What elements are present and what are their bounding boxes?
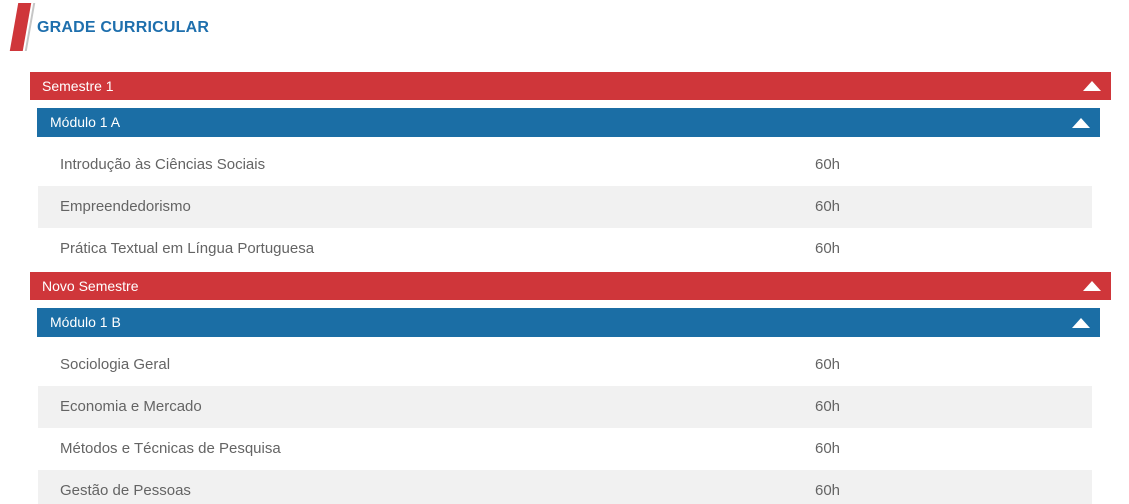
- semester-1-header[interactable]: Semestre 1: [30, 72, 1111, 100]
- course-name: Introdução às Ciências Sociais: [60, 156, 266, 173]
- collapse-arrow-icon[interactable]: [1072, 317, 1090, 328]
- course-row: Economia e Mercado 60h: [38, 386, 1092, 428]
- module-1b-header[interactable]: Módulo 1 B: [37, 308, 1100, 337]
- semester-2-header[interactable]: Novo Semestre: [30, 272, 1111, 300]
- page-title: GRADE CURRICULAR: [37, 19, 210, 36]
- course-name: Economia e Mercado: [60, 398, 202, 415]
- course-row: Gestão de Pessoas 60h: [38, 470, 1092, 504]
- course-hours: 60h: [815, 356, 841, 373]
- collapse-arrow-icon[interactable]: [1083, 81, 1101, 91]
- module-1b-label: Módulo 1 B: [50, 314, 121, 330]
- course-name: Sociologia Geral: [60, 356, 171, 373]
- semester-2-label: Novo Semestre: [42, 278, 139, 294]
- module-1a-header[interactable]: Módulo 1 A: [37, 108, 1100, 137]
- semester-section-1: Semestre 1 Módulo 1 A Introdução às Ciên…: [0, 72, 1129, 270]
- course-row: Introdução às Ciências Sociais 60h: [38, 144, 1092, 186]
- collapse-arrow-icon[interactable]: [1072, 117, 1090, 128]
- module-1a-label: Módulo 1 A: [50, 114, 121, 130]
- collapse-arrow-icon[interactable]: [1083, 281, 1101, 291]
- page-header: GRADE CURRICULAR: [0, 0, 1129, 72]
- course-row: Empreendedorismo 60h: [38, 186, 1092, 228]
- course-hours: 60h: [815, 156, 841, 173]
- ribbon-icon: [9, 3, 36, 51]
- course-name: Empreendedorismo: [60, 198, 191, 215]
- course-row: Sociologia Geral 60h: [38, 344, 1092, 386]
- course-name: Gestão de Pessoas: [60, 482, 191, 499]
- semester-section-2: Novo Semestre Módulo 1 B Sociologia Gera…: [0, 272, 1129, 504]
- course-hours: 60h: [815, 398, 841, 415]
- course-hours: 60h: [815, 240, 841, 257]
- course-row: Métodos e Técnicas de Pesquisa 60h: [38, 428, 1092, 470]
- course-hours: 60h: [815, 482, 841, 499]
- semester-1-label: Semestre 1: [42, 78, 114, 94]
- course-hours: 60h: [815, 198, 841, 215]
- course-hours: 60h: [815, 440, 841, 457]
- course-name: Prática Textual em Língua Portuguesa: [60, 240, 315, 257]
- course-row: Prática Textual em Língua Portuguesa 60h: [38, 228, 1092, 270]
- course-name: Métodos e Técnicas de Pesquisa: [60, 440, 281, 457]
